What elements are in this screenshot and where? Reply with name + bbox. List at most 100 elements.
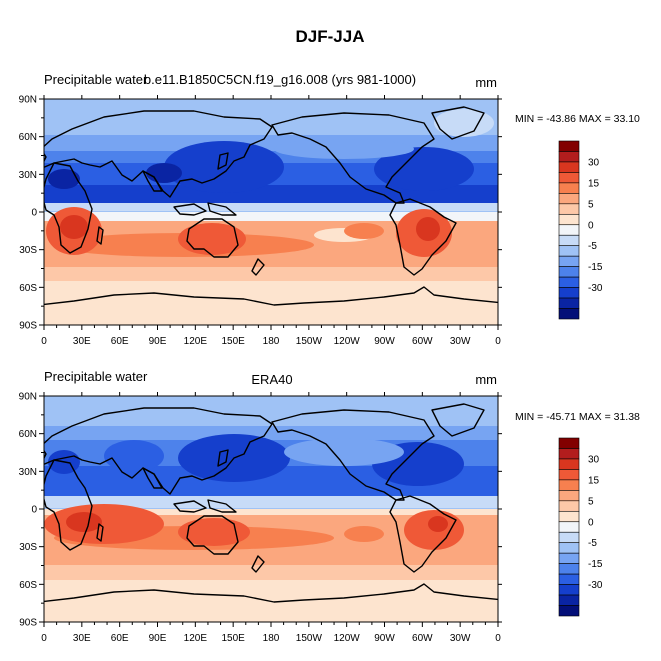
lon-tick-label: 150W <box>296 336 323 347</box>
colorbar-swatch <box>558 552 580 564</box>
colorbar-swatch <box>558 563 580 575</box>
colorbar-label: 5 <box>588 199 594 210</box>
lat-tick-label: 60N <box>19 132 37 143</box>
lat-tick-label: 60S <box>19 580 37 591</box>
panel-left-label: Precipitable water <box>44 369 148 384</box>
colorbar-swatch <box>558 542 580 554</box>
colorbar-swatch <box>558 308 580 320</box>
colorbar-swatch <box>558 213 580 226</box>
colorbar-swatch <box>558 469 580 481</box>
lon-tick-label: 30E <box>73 633 91 644</box>
colorbar-label: 0 <box>588 517 594 528</box>
colorbar-swatch <box>558 458 580 470</box>
lon-tick-label: 120W <box>334 633 361 644</box>
colorbar-swatch <box>558 266 580 278</box>
colorbar-swatch <box>558 245 580 257</box>
colorbar-label: -15 <box>588 559 603 570</box>
lon-tick-label: 90E <box>149 633 167 644</box>
lon-tick-label: 30E <box>73 336 91 347</box>
lon-tick-label: 0 <box>41 633 47 644</box>
lon-tick-label: 180 <box>263 633 280 644</box>
colorbar-label: 15 <box>588 475 600 486</box>
latitude-ticks: 90N 60N 30N 0 30S 60S 90S <box>19 392 502 629</box>
panel-left-label: Precipitable water <box>44 72 148 87</box>
lat-tick-label: 0 <box>31 208 37 219</box>
lon-tick-label: 0 <box>495 633 501 644</box>
panel-min-max: MIN = -43.86 MAX = 33.10 <box>515 113 640 125</box>
lon-tick-label: 30W <box>450 633 471 644</box>
lat-tick-label: 30S <box>19 245 37 256</box>
longitude-ticks: 0 30E 60E 90E 120E 150E 180 150W 120W 90W 60W 30W 0 <box>41 392 501 644</box>
lon-tick-label: 60E <box>111 336 129 347</box>
lon-tick-label: 120W <box>334 336 361 347</box>
lon-tick-label: 90W <box>374 336 395 347</box>
lon-tick-label: 0 <box>41 336 47 347</box>
colorbar: 30 15 5 0 -5 -15 -30 <box>558 437 603 617</box>
colorbar-swatch <box>558 584 580 596</box>
colorbar-swatch <box>558 193 580 205</box>
latitude-ticks: 90N 60N 30N 0 30S 60S 90S <box>19 95 502 332</box>
colorbar-swatch <box>558 448 580 460</box>
panel-units: mm <box>475 372 497 387</box>
panel-min-max: MIN = -45.71 MAX = 31.38 <box>515 411 640 423</box>
lon-tick-label: 150E <box>221 633 245 644</box>
lon-tick-label: 150W <box>296 633 323 644</box>
colorbar-swatch <box>558 500 580 512</box>
map-panel-era40: Precipitable water ERA40 mm MIN = -45.71… <box>19 369 640 644</box>
lat-tick-label: 60S <box>19 283 37 294</box>
colorbar-label: -30 <box>588 580 603 591</box>
colorbar: 30 15 5 0 -5 -15 -30 <box>558 140 603 320</box>
colorbar-swatch <box>558 234 580 247</box>
colorbar-label: -15 <box>588 262 603 273</box>
colorbar-swatch <box>558 172 580 184</box>
colorbar-swatch <box>558 297 580 309</box>
lon-tick-label: 0 <box>495 336 501 347</box>
colorbar-swatch <box>558 276 580 288</box>
contour-field <box>44 396 498 622</box>
lat-tick-label: 90S <box>19 618 37 629</box>
colorbar-swatch <box>558 224 580 236</box>
lat-tick-label: 90N <box>19 95 37 106</box>
colorbar-label: 5 <box>588 496 594 507</box>
lon-tick-label: 60W <box>412 633 433 644</box>
lon-tick-label: 120E <box>184 633 208 644</box>
lon-tick-label: 180 <box>263 336 280 347</box>
colorbar-swatch <box>558 287 580 299</box>
colorbar-label: -5 <box>588 241 597 252</box>
colorbar-swatch <box>558 437 580 449</box>
lat-tick-label: 90N <box>19 392 37 403</box>
longitude-ticks: 0 30E 60E 90E 120E 150E 180 150W 120W 90W 60W 30W 0 <box>41 95 501 347</box>
colorbar-swatch <box>558 573 580 585</box>
colorbar-swatch <box>558 255 580 267</box>
lon-tick-label: 90E <box>149 336 167 347</box>
panel-center-label: b.e11.B1850C5CN.f19_g16.008 (yrs 981-100… <box>144 72 416 87</box>
colorbar-swatch <box>558 605 580 617</box>
lat-tick-label: 30S <box>19 542 37 553</box>
colorbar-swatch <box>558 521 580 533</box>
lon-tick-label: 30W <box>450 336 471 347</box>
colorbar-label: -5 <box>588 538 597 549</box>
lon-tick-label: 120E <box>184 336 208 347</box>
colorbar-swatch <box>558 594 580 606</box>
colorbar-swatch <box>558 140 580 152</box>
colorbar-label: 30 <box>588 157 600 168</box>
colorbar-swatch <box>558 490 580 502</box>
colorbar-label: 0 <box>588 220 594 231</box>
colorbar-swatch <box>558 510 580 523</box>
colorbar-swatch <box>558 479 580 491</box>
lat-tick-label: 60N <box>19 429 37 440</box>
lon-tick-label: 60E <box>111 633 129 644</box>
lat-tick-label: 0 <box>31 505 37 516</box>
figure-title: DJF-JJA <box>296 27 365 46</box>
lat-tick-label: 30N <box>19 170 37 181</box>
colorbar-label: 30 <box>588 454 600 465</box>
colorbar-swatch <box>558 203 580 215</box>
colorbar-swatch <box>558 182 580 194</box>
colorbar-swatch <box>558 151 580 163</box>
panel-center-label: ERA40 <box>251 372 292 387</box>
map-panel-model: Precipitable water b.e11.B1850C5CN.f19_g… <box>19 72 640 347</box>
contour-field <box>44 99 498 325</box>
colorbar-label: -30 <box>588 283 603 294</box>
lat-tick-label: 90S <box>19 321 37 332</box>
